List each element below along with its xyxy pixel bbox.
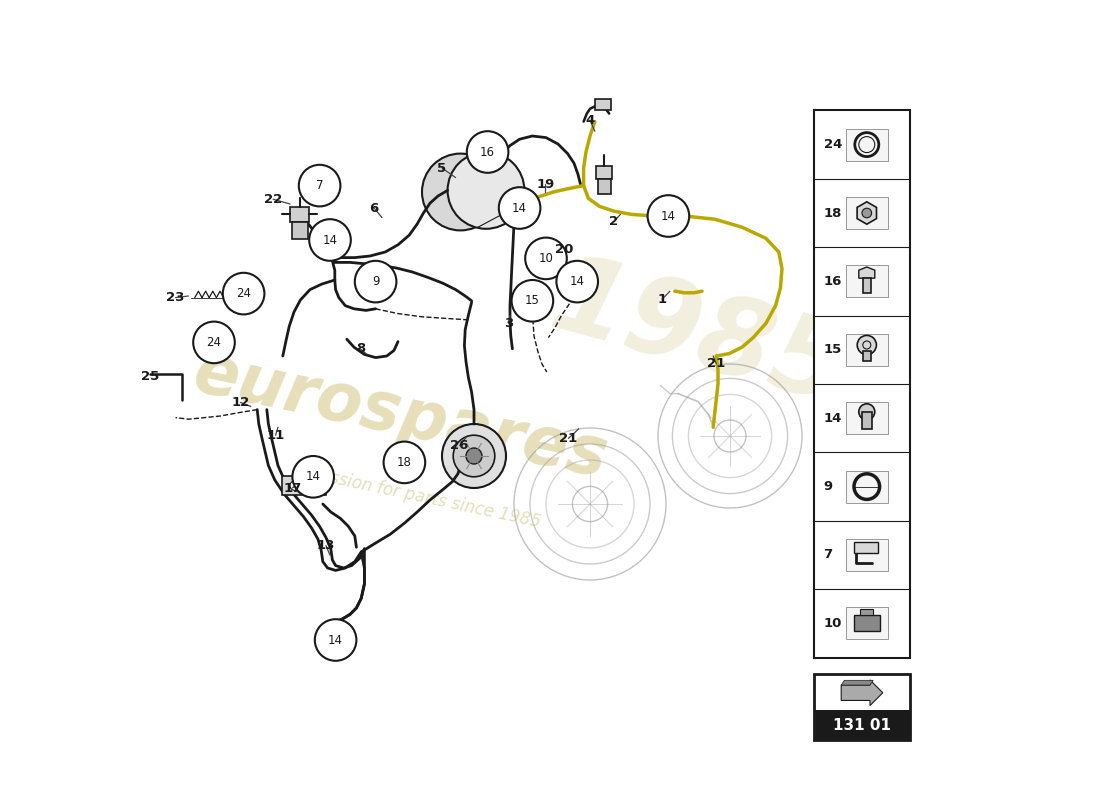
- Bar: [846, 129, 888, 161]
- Text: 16: 16: [824, 275, 842, 288]
- Bar: [862, 351, 871, 361]
- Bar: [814, 674, 910, 740]
- Bar: [290, 207, 309, 222]
- Bar: [846, 266, 888, 298]
- Bar: [846, 334, 888, 366]
- Polygon shape: [842, 680, 873, 685]
- Text: 24: 24: [207, 336, 221, 349]
- Text: 7: 7: [824, 549, 833, 562]
- Circle shape: [498, 187, 540, 229]
- Bar: [846, 607, 888, 639]
- Text: 26: 26: [450, 439, 469, 452]
- Circle shape: [466, 448, 482, 464]
- Text: eurospares: eurospares: [187, 340, 614, 492]
- Circle shape: [293, 456, 334, 498]
- Circle shape: [223, 273, 264, 314]
- Bar: [292, 222, 308, 239]
- Circle shape: [453, 435, 495, 477]
- Bar: [862, 278, 871, 293]
- Text: 11: 11: [266, 429, 285, 442]
- Circle shape: [448, 152, 525, 229]
- Text: 1: 1: [658, 293, 667, 306]
- Bar: [854, 542, 878, 554]
- Bar: [595, 99, 610, 110]
- Circle shape: [308, 481, 317, 490]
- Circle shape: [309, 219, 351, 261]
- Circle shape: [648, 195, 690, 237]
- Circle shape: [862, 208, 871, 218]
- Text: 14: 14: [661, 210, 675, 222]
- Bar: [846, 402, 888, 434]
- Text: 14: 14: [824, 412, 842, 425]
- Circle shape: [299, 165, 340, 206]
- Text: 24: 24: [824, 138, 842, 151]
- Text: 14: 14: [328, 634, 343, 646]
- Circle shape: [857, 335, 877, 354]
- Text: 18: 18: [397, 456, 411, 469]
- Text: 14: 14: [322, 234, 338, 246]
- Text: 5: 5: [438, 162, 447, 174]
- Text: 6: 6: [370, 202, 378, 214]
- Text: 7: 7: [316, 179, 323, 192]
- Text: 10: 10: [824, 617, 842, 630]
- Circle shape: [422, 154, 498, 230]
- Circle shape: [315, 619, 356, 661]
- Text: 9: 9: [372, 275, 379, 288]
- Bar: [596, 166, 613, 179]
- Text: 9: 9: [824, 480, 833, 493]
- Text: 14: 14: [570, 275, 585, 288]
- Text: 1985: 1985: [540, 246, 859, 426]
- Text: 23: 23: [166, 291, 185, 304]
- Text: 2: 2: [609, 215, 618, 228]
- Text: 25: 25: [141, 370, 160, 382]
- Text: 14: 14: [306, 470, 321, 483]
- Circle shape: [384, 442, 426, 483]
- Bar: [846, 470, 888, 502]
- Bar: [282, 476, 326, 495]
- Text: 12: 12: [231, 396, 250, 409]
- Text: 14: 14: [513, 202, 527, 214]
- Text: 4: 4: [585, 114, 595, 126]
- Circle shape: [466, 131, 508, 173]
- Polygon shape: [857, 202, 877, 224]
- Text: 15: 15: [525, 294, 540, 307]
- Text: 15: 15: [824, 343, 842, 356]
- Text: a passion for parts since 1985: a passion for parts since 1985: [294, 461, 542, 531]
- Polygon shape: [859, 267, 874, 278]
- Text: 8: 8: [355, 342, 365, 355]
- Bar: [846, 539, 888, 571]
- Bar: [854, 615, 880, 631]
- Bar: [846, 197, 888, 229]
- Text: 16: 16: [480, 146, 495, 158]
- Circle shape: [355, 261, 396, 302]
- Text: 19: 19: [536, 178, 554, 190]
- Text: 22: 22: [264, 193, 283, 206]
- Bar: [598, 179, 611, 194]
- Circle shape: [442, 424, 506, 488]
- Text: 21: 21: [707, 358, 726, 370]
- Circle shape: [859, 404, 874, 420]
- Circle shape: [194, 322, 234, 363]
- Text: 131 01: 131 01: [833, 718, 891, 733]
- Circle shape: [512, 280, 553, 322]
- Text: 18: 18: [824, 206, 842, 219]
- Text: 10: 10: [539, 252, 553, 265]
- Bar: [862, 412, 871, 430]
- Text: 17: 17: [284, 482, 301, 494]
- Text: 13: 13: [317, 539, 336, 552]
- Polygon shape: [842, 680, 883, 706]
- Text: 24: 24: [236, 287, 251, 300]
- Bar: [860, 609, 873, 615]
- Circle shape: [525, 238, 566, 279]
- Text: 20: 20: [556, 243, 573, 256]
- Text: 21: 21: [559, 432, 578, 445]
- Circle shape: [290, 481, 299, 490]
- Bar: [814, 110, 910, 658]
- Text: 3: 3: [504, 317, 513, 330]
- Circle shape: [557, 261, 598, 302]
- Bar: [814, 710, 910, 740]
